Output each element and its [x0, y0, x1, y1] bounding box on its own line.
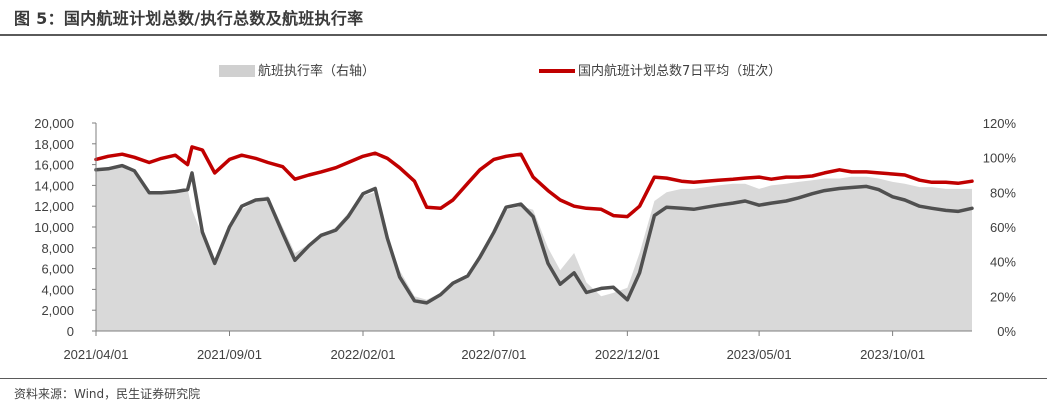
area-layer — [96, 166, 972, 331]
y-left-tick-label: 6,000 — [41, 262, 74, 277]
series-area-execution-rate — [96, 166, 972, 331]
x-tick-label: 2021/04/01 — [63, 347, 128, 362]
legend-swatch-planned-flights — [539, 69, 575, 73]
legend-swatch-execution-rate — [219, 65, 255, 77]
y-right-tick-label: 120% — [983, 116, 1017, 131]
y-left-tick-label: 12,000 — [34, 199, 74, 214]
chart-legend: 航班执行率（右轴） 国内航班计划总数7日平均（班次） — [219, 63, 781, 79]
legend-label-planned-flights: 国内航班计划总数7日平均（班次） — [578, 63, 781, 79]
y-right-tick-label: 100% — [983, 151, 1017, 166]
footer-rule — [0, 378, 1047, 379]
y-left-tick-label: 14,000 — [34, 178, 74, 193]
legend-label-execution-rate: 航班执行率（右轴） — [258, 63, 375, 79]
line-area-chart: 航班执行率（右轴） 国内航班计划总数7日平均（班次） 0 2,000 4,000 6,… — [34, 63, 1016, 362]
axes-layer: 0 2,000 4,000 6,000 8,000 10,000 12,000 14,000 1… — [34, 116, 1016, 362]
y-right-tick-label: 80% — [990, 185, 1016, 200]
x-tick-label: 2022/07/01 — [461, 347, 526, 362]
y-left-tick-label: 18,000 — [34, 137, 74, 152]
x-tick-label: 2021/09/01 — [197, 347, 262, 362]
figure-title: 图 5：国内航班计划总数/执行总数及航班执行率 — [14, 9, 364, 28]
y-right-tick-label: 20% — [990, 289, 1016, 304]
x-tick-label: 2023/05/01 — [727, 347, 792, 362]
x-tick-label: 2022/12/01 — [595, 347, 660, 362]
y-left-tick-label: 4,000 — [41, 282, 74, 297]
y-right-tick-label: 0% — [997, 324, 1016, 339]
line-layer — [94, 145, 974, 305]
title-underline — [0, 34, 1047, 36]
y-left-tick-label: 10,000 — [34, 220, 74, 235]
y-left-tick-label: 8,000 — [41, 241, 74, 256]
y-left-tick-label: 20,000 — [34, 116, 74, 131]
series-line-executed-flights — [94, 163, 974, 305]
y-left-tick-label: 2,000 — [41, 303, 74, 318]
y-left-tick-label: 0 — [67, 324, 74, 339]
x-tick-label: 2022/02/01 — [330, 347, 395, 362]
x-tick-label: 2023/10/01 — [860, 347, 925, 362]
y-left-tick-label: 16,000 — [34, 158, 74, 173]
source-note: 资料来源：Wind，民生证券研究院 — [14, 387, 201, 401]
y-right-tick-label: 40% — [990, 255, 1016, 270]
y-right-tick-label: 60% — [990, 220, 1016, 235]
series-line-planned-flights — [94, 145, 974, 219]
